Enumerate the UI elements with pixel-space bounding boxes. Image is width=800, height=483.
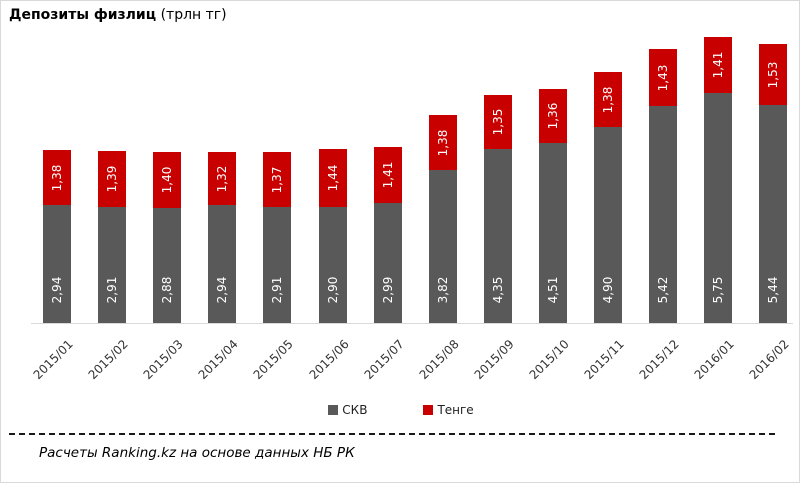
bar-segment-tenge <box>594 72 622 127</box>
legend-label-tenge: Тенге <box>437 403 474 417</box>
bar-segment-tenge <box>43 150 71 205</box>
x-axis-label: 2015/03 <box>140 337 186 383</box>
bar-value-tenge: 1,41 <box>711 51 725 79</box>
bar-segment-tenge <box>98 151 126 207</box>
bar-segment-tenge <box>704 37 732 93</box>
chart-title-text: Депозиты физлиц <box>9 7 157 23</box>
bar-value-tenge: 1,39 <box>105 165 119 193</box>
bar-segment-skv <box>208 205 236 323</box>
bar-value-tenge: 1,38 <box>50 164 64 192</box>
x-axis-label: 2016/02 <box>746 337 792 383</box>
bar-value-tenge: 1,41 <box>381 161 395 189</box>
bar-segment-tenge <box>649 49 677 106</box>
bar-segment-tenge <box>319 149 347 207</box>
bar-segment-tenge <box>263 152 291 207</box>
bar-value-tenge: 1,44 <box>326 164 340 192</box>
bar-segment-tenge <box>484 95 512 149</box>
x-axis-label: 2015/06 <box>306 337 352 383</box>
x-axis-label: 2015/07 <box>361 337 407 383</box>
source-note: Расчеты Ranking.kz на основе данных НБ Р… <box>39 445 355 461</box>
bar-value-tenge: 1,35 <box>491 108 505 136</box>
bar-value-tenge: 1,37 <box>270 166 284 194</box>
bar-value-tenge: 1,36 <box>546 102 560 130</box>
bar-segment-skv <box>759 105 787 323</box>
x-axis-label: 2016/01 <box>691 337 737 383</box>
x-axis-label: 2015/05 <box>250 337 296 383</box>
x-axis-label: 2015/10 <box>526 337 572 383</box>
bar-segment-skv <box>98 207 126 323</box>
bar-segment-skv <box>43 205 71 323</box>
bar-segment-skv <box>704 93 732 323</box>
bar-segment-tenge <box>153 152 181 208</box>
legend-label-skv: СКВ <box>342 403 368 417</box>
bar-value-skv: 2,91 <box>105 276 119 304</box>
bar-value-skv: 3,82 <box>436 276 450 304</box>
x-axis-line <box>31 323 793 324</box>
bar-value-tenge: 1,32 <box>215 165 229 193</box>
bar-segment-tenge <box>429 115 457 170</box>
x-axis-label: 2015/09 <box>471 337 517 383</box>
bar-segment-skv <box>649 106 677 323</box>
bar-segment-skv <box>263 207 291 323</box>
chart-title: Депозиты физлиц (трлн тг) <box>9 7 227 23</box>
bar-value-skv: 5,44 <box>766 276 780 304</box>
x-axis-label: 2015/02 <box>85 337 131 383</box>
bar-segment-skv <box>374 203 402 323</box>
bar-segment-tenge <box>539 89 567 143</box>
legend-swatch-tenge <box>423 405 434 415</box>
bar-segment-skv <box>594 127 622 323</box>
bar-segment-skv <box>429 170 457 323</box>
x-axis-label: 2015/08 <box>416 337 462 383</box>
bar-value-tenge: 1,40 <box>160 166 174 194</box>
bar-value-skv: 2,94 <box>215 276 229 304</box>
x-axis-label: 2015/04 <box>195 337 241 383</box>
bar-value-skv: 4,51 <box>546 276 560 304</box>
bar-segment-skv <box>539 143 567 323</box>
x-axis-label: 2015/11 <box>581 337 627 383</box>
bar-segment-skv <box>319 207 347 323</box>
bar-segment-tenge <box>208 152 236 205</box>
bar-value-tenge: 1,38 <box>601 86 615 114</box>
bar-value-tenge: 1,43 <box>656 64 670 92</box>
bar-value-tenge: 1,38 <box>436 129 450 157</box>
dashed-separator <box>9 433 777 435</box>
bar-value-skv: 2,90 <box>326 276 340 304</box>
bar-value-skv: 5,42 <box>656 276 670 304</box>
bar-value-skv: 2,99 <box>381 276 395 304</box>
legend-item-skv: СКВ <box>328 403 367 417</box>
bar-value-skv: 2,91 <box>270 276 284 304</box>
x-axis-label: 2015/12 <box>636 337 682 383</box>
legend-item-tenge: Тенге <box>423 403 474 417</box>
bar-value-tenge: 1,53 <box>766 61 780 89</box>
chart-title-unit: (трлн тг) <box>160 7 227 23</box>
bar-segment-tenge <box>374 147 402 203</box>
bar-value-skv: 4,35 <box>491 276 505 304</box>
bar-segment-tenge <box>759 44 787 105</box>
x-axis-label: 2015/01 <box>30 337 76 383</box>
bar-segment-skv <box>153 208 181 323</box>
bar-value-skv: 2,88 <box>160 276 174 304</box>
bar-value-skv: 4,90 <box>601 276 615 304</box>
legend: СКВ Тенге <box>1 403 799 417</box>
bar-value-skv: 5,75 <box>711 276 725 304</box>
bar-value-skv: 2,94 <box>50 276 64 304</box>
legend-swatch-skv <box>328 405 339 415</box>
bar-segment-skv <box>484 149 512 323</box>
